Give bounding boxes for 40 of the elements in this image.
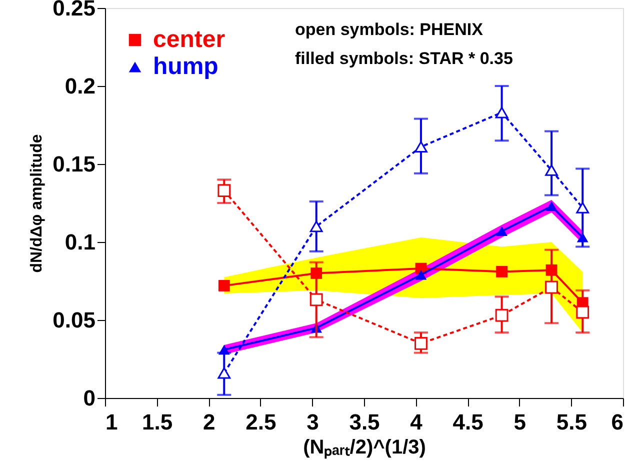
- x-tick-label: 3.5: [349, 410, 380, 434]
- annotation: filled symbols: STAR * 0.35: [295, 49, 513, 68]
- x-tick-label: 1.5: [142, 410, 173, 434]
- annotation: open symbols: PHENIX: [295, 20, 484, 39]
- point: [414, 336, 428, 350]
- x-tick-label: 6: [611, 410, 624, 434]
- point: [576, 202, 590, 214]
- point: [495, 106, 508, 118]
- point: [218, 367, 231, 379]
- legend-label: center: [153, 26, 226, 53]
- point: [218, 184, 231, 197]
- point: [545, 164, 558, 176]
- x-tick-label: 4.5: [452, 410, 484, 434]
- x-axis-title: (Nₚₐᵣₜ/2)^(1/3): [303, 436, 426, 460]
- point: [415, 270, 427, 280]
- point: [545, 280, 558, 294]
- y-tick-label: 0.1: [64, 230, 96, 254]
- x-tick-label: 4: [410, 410, 424, 434]
- legend-label: hump: [153, 53, 218, 80]
- y-tick-label: 0.15: [52, 152, 96, 176]
- point: [495, 308, 508, 322]
- y-tick-label: 0.05: [52, 308, 96, 332]
- x-tick-label: 2: [202, 410, 216, 434]
- x-tick-label: 3: [306, 410, 319, 434]
- y-tick-label: 0.25: [52, 0, 96, 20]
- x-tick-label: 5.5: [556, 410, 587, 434]
- y-tick-label: 0.2: [64, 74, 96, 98]
- x-tick-label: 2.5: [246, 410, 276, 434]
- point: [414, 141, 428, 153]
- x-tick-label: 5: [514, 410, 526, 434]
- y-axis-title: dN/dΔφ amplitude: [28, 134, 46, 273]
- x-tick-label: 1: [106, 410, 118, 434]
- point: [496, 226, 508, 236]
- point: [218, 280, 230, 292]
- y-tick-label: 0: [83, 386, 96, 410]
- point: [576, 306, 590, 319]
- point: [310, 220, 323, 232]
- point: [546, 201, 558, 212]
- point: [310, 293, 323, 306]
- point: [496, 266, 508, 278]
